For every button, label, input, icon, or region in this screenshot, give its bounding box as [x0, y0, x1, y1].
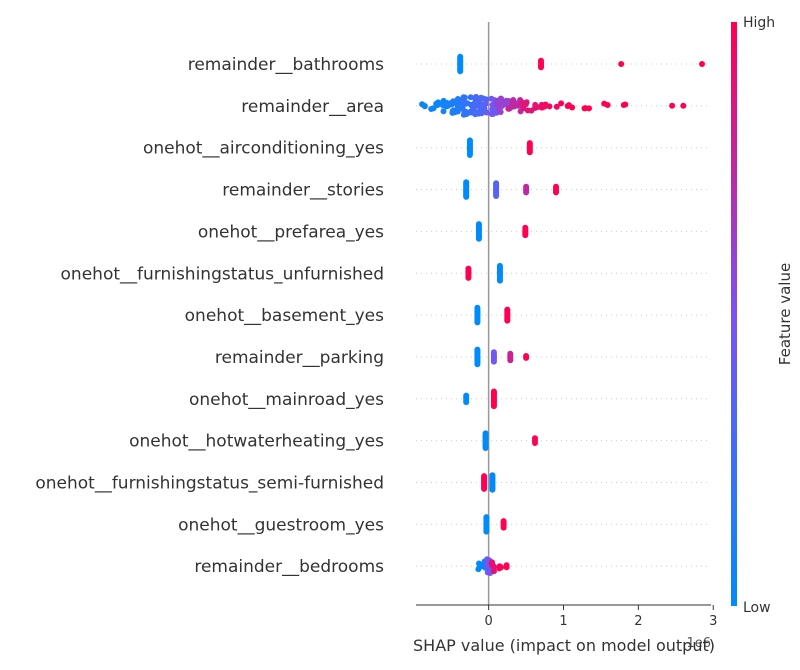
shap-point [457, 68, 464, 75]
shap-point [523, 189, 530, 196]
x-tick-label: 1 [559, 614, 567, 629]
shap-point [483, 109, 490, 116]
shap-point [490, 403, 497, 410]
shap-point [620, 102, 627, 108]
shap-point [452, 107, 459, 114]
shap-point [474, 319, 481, 326]
shap-point [421, 102, 428, 109]
feature-label: onehot__airconditioning_yes [143, 139, 384, 159]
shap-point [462, 108, 469, 115]
shap-point [489, 486, 496, 493]
shap-point [538, 101, 545, 108]
shap-point [491, 568, 497, 575]
shap-point [553, 189, 559, 196]
shap-point [507, 104, 514, 111]
shap-point [582, 105, 589, 112]
colorbar [731, 22, 737, 606]
feature-label: onehot__basement_yes [185, 306, 384, 326]
shap-point [478, 110, 485, 117]
shap-point [522, 232, 529, 239]
feature-label: onehot__hotwaterheating_yes [129, 432, 384, 452]
shap-point [553, 103, 560, 110]
shap-point [460, 94, 467, 101]
shap-points [419, 53, 705, 576]
x-tick-label: 3 [709, 614, 717, 629]
shap-point [463, 193, 470, 200]
feature-label: remainder__area [241, 97, 384, 117]
shap-point [482, 445, 489, 451]
shap-point [500, 524, 507, 531]
row-guide-lines [416, 63, 711, 567]
shap-point [669, 102, 676, 109]
feature-label: remainder__parking [215, 348, 384, 368]
shap-point [452, 98, 459, 105]
shap-point [526, 149, 533, 156]
shap-point [440, 108, 447, 115]
colorbar-title: Feature value [776, 263, 794, 365]
shap-point [499, 103, 506, 109]
shap-point [489, 562, 496, 569]
x-tick-label: 0 [484, 614, 492, 629]
shap-point [490, 358, 497, 365]
shap-point [618, 61, 625, 67]
shap-point [482, 100, 489, 107]
shap-point [523, 354, 530, 361]
shap-point [504, 317, 511, 324]
feature-label: onehot__furnishingstatus_unfurnished [61, 264, 384, 284]
shap-point [483, 528, 490, 535]
shap-point [435, 100, 442, 106]
shap-point [604, 102, 611, 108]
shap-point [558, 100, 565, 107]
feature-label: onehot__prefarea_yes [198, 222, 384, 242]
feature-label: onehot__guestroom_yes [178, 515, 384, 535]
shap-point [532, 440, 538, 446]
shap-point [481, 485, 488, 492]
shap-point [507, 357, 514, 364]
shap-point [475, 235, 482, 242]
feature-label: onehot__furnishingstatus_semi-furnished [35, 474, 384, 494]
shap-point [493, 193, 500, 199]
shap-point [471, 104, 478, 111]
feature-label: remainder__stories [222, 181, 384, 201]
feature-label: remainder__bedrooms [194, 557, 384, 577]
shap-point [488, 111, 495, 117]
shap-point [532, 105, 538, 111]
shap-point [523, 99, 530, 106]
shap-point [680, 102, 687, 109]
shap-point [503, 564, 510, 571]
x-offset-label: 1e6 [686, 636, 711, 651]
x-axis: 0 1 2 3 [416, 604, 717, 629]
shap-point [465, 274, 472, 281]
colorbar-high-label: High [743, 15, 775, 31]
x-tick-label: 2 [634, 614, 642, 629]
shap-point [546, 103, 553, 110]
shap-point [496, 277, 503, 284]
feature-label: onehot__mainroad_yes [189, 390, 384, 410]
shap-point [565, 102, 572, 109]
shap-point [498, 95, 505, 102]
shap-point [509, 99, 516, 106]
shap-point [474, 361, 481, 368]
colorbar-low-label: Low [743, 600, 771, 616]
shap-point [466, 152, 473, 158]
feature-label: remainder__bathrooms [188, 55, 384, 75]
shap-point [471, 109, 478, 116]
x-axis-title: SHAP value (impact on model output) [413, 636, 715, 655]
shap-point [463, 399, 470, 406]
feature-labels: remainder__bathrooms remainder__areaoneho… [35, 55, 384, 577]
shap-point [538, 64, 544, 71]
shap-point [497, 109, 504, 115]
shap-point [430, 105, 437, 112]
shap-point [496, 564, 503, 571]
shap-point [699, 61, 705, 67]
